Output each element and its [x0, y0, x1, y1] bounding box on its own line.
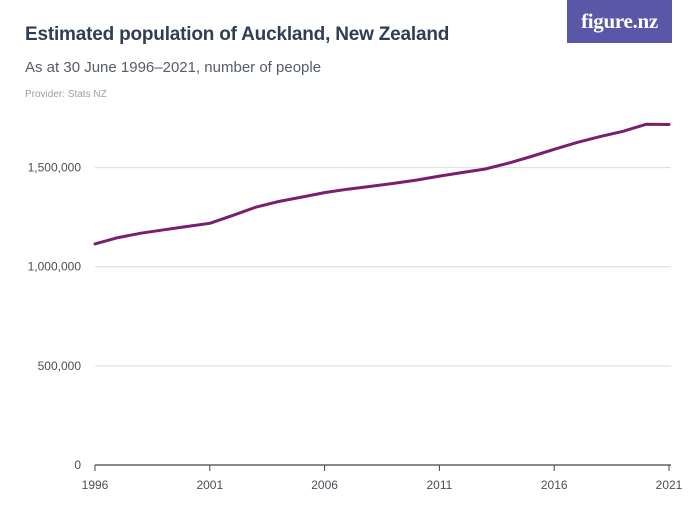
data-point-2001[interactable]	[208, 221, 212, 225]
y-tick-label: 500,000	[38, 359, 82, 373]
x-tick-label: 2006	[311, 478, 338, 492]
x-axis-ticks: 1996 2001 2006 2011 2016 2021	[82, 465, 683, 492]
data-point-2010[interactable]	[414, 178, 418, 182]
data-point-2015[interactable]	[529, 155, 533, 159]
x-tick-label: 2016	[541, 478, 568, 492]
data-point-2021[interactable]	[667, 123, 671, 127]
y-tick-label: 1,000,000	[28, 260, 82, 274]
gridlines	[95, 167, 671, 466]
y-tick-label: 1,500,000	[28, 161, 82, 175]
y-axis-ticks: 0 500,000 1,000,000 1,500,000	[28, 161, 82, 472]
data-point-2014[interactable]	[506, 161, 510, 165]
data-point-2000[interactable]	[185, 225, 189, 229]
data-point-2017[interactable]	[575, 140, 579, 144]
x-tick-label: 2021	[656, 478, 683, 492]
data-point-2019[interactable]	[621, 129, 625, 133]
logo-text: figure.nz	[581, 9, 658, 33]
data-point-1996[interactable]	[93, 242, 97, 246]
data-point-2006[interactable]	[323, 191, 327, 195]
data-point-1997[interactable]	[116, 236, 120, 240]
data-point-2020[interactable]	[644, 122, 648, 126]
data-point-2007[interactable]	[346, 187, 350, 191]
x-tick-label: 2011	[426, 478, 452, 492]
data-point-1998[interactable]	[139, 231, 143, 235]
data-point-2012[interactable]	[460, 171, 464, 175]
x-tick-label: 1996	[82, 478, 109, 492]
data-point-2016[interactable]	[552, 147, 556, 151]
data-point-2013[interactable]	[483, 167, 487, 171]
data-point-2018[interactable]	[598, 135, 602, 139]
series-layer	[93, 122, 671, 246]
data-point-2009[interactable]	[392, 181, 396, 185]
data-point-1999[interactable]	[162, 228, 166, 232]
chart-title: Estimated population of Auckland, New Ze…	[25, 24, 450, 45]
chart-subtitle: As at 30 June 1996–2021, number of peopl…	[25, 59, 322, 76]
data-point-2005[interactable]	[300, 195, 304, 199]
x-tick-label: 2001	[196, 478, 223, 492]
data-point-2002[interactable]	[231, 213, 235, 217]
series-line-0	[93, 122, 671, 246]
data-point-2003[interactable]	[254, 205, 258, 209]
data-point-2004[interactable]	[277, 200, 281, 204]
provider-note: Provider: Stats NZ	[25, 89, 107, 100]
data-point-2008[interactable]	[369, 184, 373, 188]
y-tick-label: 0	[74, 458, 81, 472]
data-point-2011[interactable]	[437, 174, 441, 178]
figure-nz-logo[interactable]: figure.nz	[567, 0, 672, 43]
